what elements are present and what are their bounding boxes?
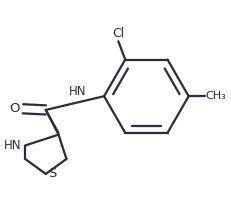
Text: O: O (10, 102, 20, 115)
Text: CH₃: CH₃ (206, 91, 227, 101)
Text: HN: HN (68, 85, 86, 98)
Text: HN: HN (4, 139, 22, 152)
Text: Cl: Cl (112, 27, 125, 40)
Text: S: S (49, 167, 57, 180)
